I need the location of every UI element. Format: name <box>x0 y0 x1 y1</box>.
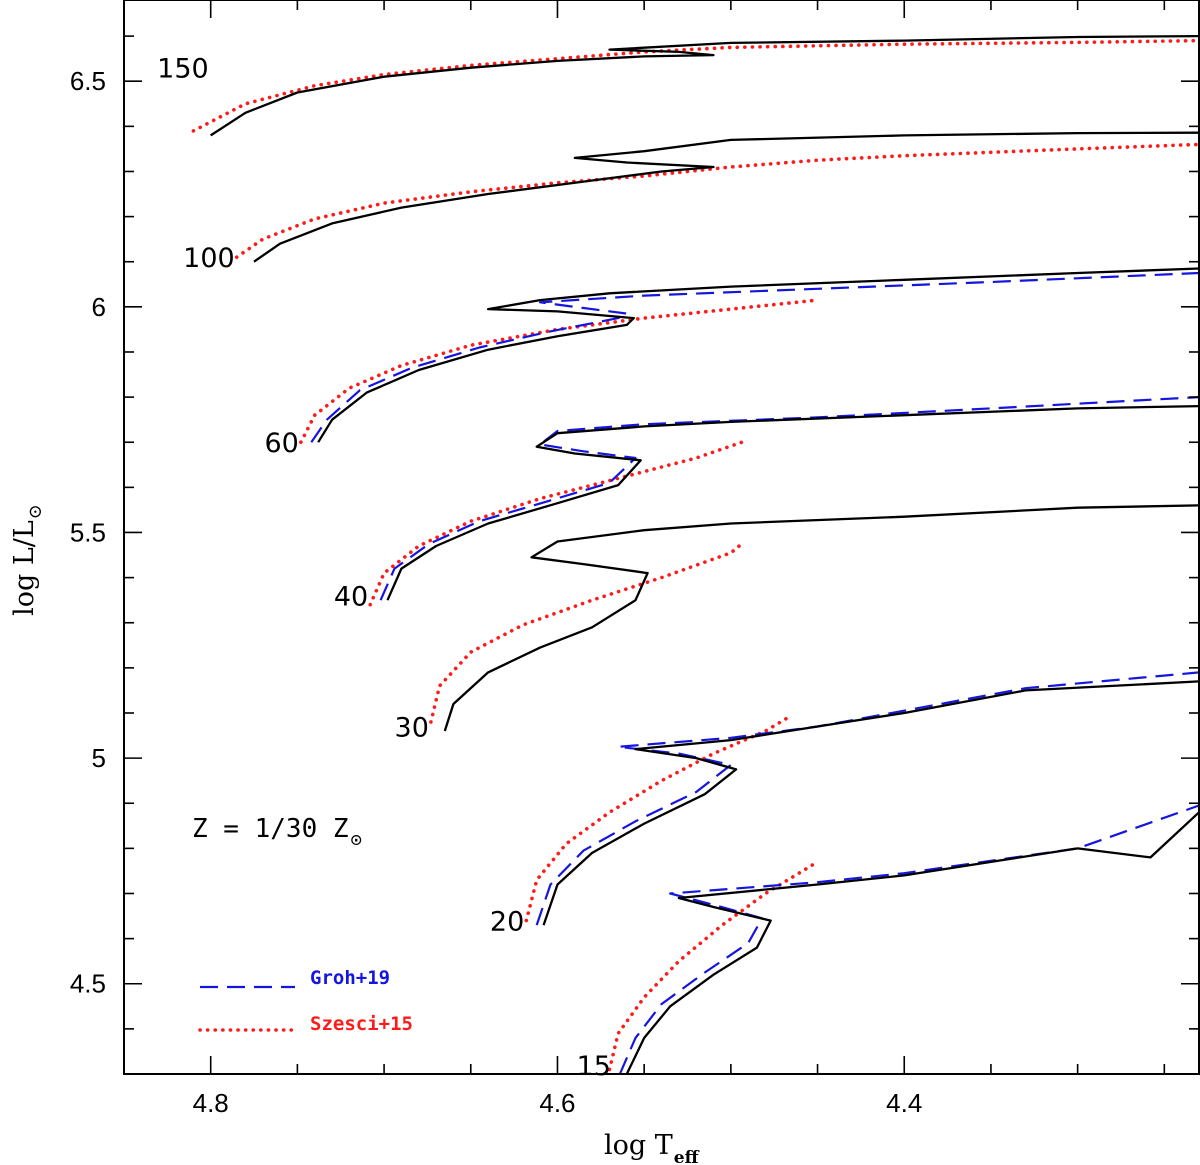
track-15-szesci-15 <box>607 860 820 1072</box>
y-tick-label: 5 <box>92 743 106 773</box>
series-layer <box>191 34 1200 1075</box>
track-60-groh-19 <box>310 271 1200 443</box>
y-tick-label: 4.5 <box>70 969 106 999</box>
legend-label-groh: Groh+19 <box>310 967 390 989</box>
y-axis-title-sub: ⊙ <box>25 504 46 519</box>
x-tick-label: 4.8 <box>193 1088 229 1118</box>
metallicity-label-sub: ⊙ <box>351 829 362 851</box>
mass-label-40: 40 <box>334 582 368 613</box>
mass-labels: 150 100 60 40 30 20 15 <box>157 54 611 1082</box>
track-60-szesci-15 <box>299 298 820 444</box>
x-axis-title-sub: eff <box>674 1148 700 1165</box>
track-15-groh-19 <box>618 804 1200 1075</box>
track-60-this-work <box>317 267 1200 443</box>
x-tick-label: 4.6 <box>539 1088 575 1118</box>
y-axis-title: log L/L⊙ <box>9 504 46 616</box>
x-axis-title-main: log T <box>604 1130 673 1161</box>
legend: Groh+19 Szesci+15 <box>198 967 413 1035</box>
mass-label-60: 60 <box>264 428 298 459</box>
y-tick-label: 6.5 <box>70 66 106 96</box>
mass-label-100: 100 <box>183 243 235 274</box>
metallicity-label-main: Z = 1/30 Z <box>192 814 349 844</box>
mass-label-30: 30 <box>395 713 429 744</box>
track-40-szesci-15 <box>368 438 750 607</box>
track-150-this-work <box>210 34 1200 137</box>
plot-frame <box>123 0 1200 1075</box>
track-40-this-work <box>386 404 1200 601</box>
metallicity-label: Z = 1/30 Z ⊙ <box>192 814 362 851</box>
y-tick-label: 5.5 <box>70 517 106 547</box>
legend-label-szesci: Szesci+15 <box>310 1013 413 1035</box>
track-100-this-work <box>253 131 1200 263</box>
y-axis-title-main: log L/L <box>9 520 40 616</box>
x-tick-label: 4.4 <box>886 1088 922 1118</box>
y-tick-label: 6 <box>92 292 106 322</box>
mass-label-150: 150 <box>157 54 209 85</box>
track-20-groh-19 <box>535 671 1200 926</box>
track-20-this-work <box>542 680 1200 926</box>
track-30-szesci-15 <box>429 539 747 724</box>
x-axis-title: log Teff <box>604 1130 700 1165</box>
axis-ticks: 4.8 4.6 4.4 4.5 5 5.5 6 6.5 <box>70 0 1199 1118</box>
track-150-szesci-15 <box>191 38 1200 133</box>
mass-label-20: 20 <box>490 907 524 938</box>
track-15-this-work <box>625 811 1200 1075</box>
track-30-this-work <box>443 504 1200 732</box>
mass-label-15: 15 <box>577 1051 611 1082</box>
